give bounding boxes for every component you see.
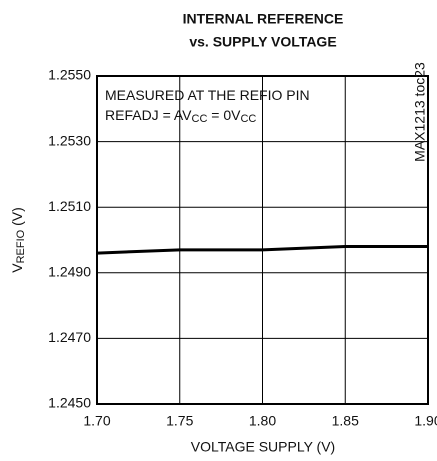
plot-frame [96,75,429,405]
annotation-part: CC [192,113,208,125]
x-tick-label: 1.85 [332,413,359,429]
annotation-part: = 0V [207,107,241,123]
chart-title: vs. SUPPLY VOLTAGE [189,34,336,50]
chart-title: INTERNAL REFERENCE [183,11,344,27]
y-tick-label: 1.2490 [48,264,91,280]
annotation-part: REFADJ = AV [105,107,192,123]
y-tick-label: 1.2550 [48,67,91,83]
annotation: MEASURED AT THE REFIO PIN [105,87,310,103]
annotation: REFADJ = AVCC = 0VCC [105,107,256,125]
y-tick-label: 1.2470 [48,329,91,345]
y-axis-label: VREFIO (V) [9,207,27,273]
y-axis-label-part: V [9,263,25,273]
x-tick-label: 1.80 [249,413,276,429]
y-axis-label-part: (V) [9,207,25,230]
y-tick-label: 1.2510 [48,198,91,214]
annotation-part: CC [240,113,256,125]
data-line [96,245,428,255]
x-axis-label: VOLTAGE SUPPLY (V) [191,439,335,455]
x-tick-label: 1.70 [83,413,110,429]
side-note: MAX1213 toc23 [412,62,428,162]
y-axis-label-part: REFIO [15,229,27,263]
x-tick-label: 1.90 [414,413,437,429]
annotation-part: MEASURED AT THE REFIO PIN [105,87,310,103]
x-tick-label: 1.75 [166,413,193,429]
y-tick-label: 1.2450 [48,395,91,411]
y-tick-label: 1.2530 [48,132,91,148]
